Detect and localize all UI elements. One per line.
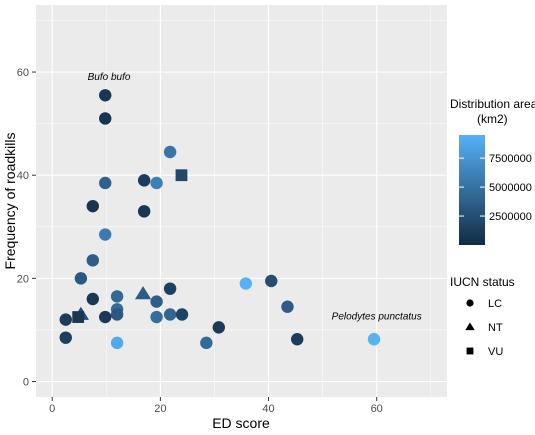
shape-legend: IUCN status LC NT VU	[450, 275, 515, 358]
data-point	[99, 310, 112, 324]
colorbar-tick-label: 5000000	[489, 182, 532, 194]
data-point	[86, 199, 99, 213]
y-tick-label: 60	[17, 67, 29, 79]
data-point	[265, 274, 278, 288]
y-axis-ticks: 0 20 40 60	[17, 67, 36, 389]
colorbar-ticks: 2500000 5000000 7500000	[459, 153, 532, 223]
data-point	[137, 174, 151, 187]
data-point	[74, 272, 88, 285]
data-point	[110, 308, 124, 321]
data-point	[175, 169, 188, 182]
legend-label-lc: LC	[488, 298, 502, 310]
data-point	[163, 145, 177, 159]
data-point	[99, 112, 112, 125]
data-point	[367, 333, 381, 346]
data-points	[59, 89, 381, 350]
color-legend-title-line2: (km2)	[477, 112, 508, 126]
data-point	[150, 295, 163, 308]
color-legend-title-line1: Distribution area	[450, 97, 535, 111]
x-tick-label: 0	[49, 403, 55, 415]
plot-panel	[36, 5, 447, 397]
data-point	[110, 336, 124, 350]
data-point	[137, 205, 151, 218]
data-point	[175, 308, 189, 321]
data-point	[86, 254, 99, 267]
data-point	[163, 282, 177, 295]
data-point	[99, 176, 112, 190]
legend-label-nt: NT	[488, 322, 503, 334]
y-axis-title: Frequency of roadkills	[2, 133, 18, 270]
y-tick-label: 40	[17, 170, 29, 182]
colorbar-tick-label: 2500000	[489, 211, 532, 223]
shape-legend-title: IUCN status	[450, 275, 515, 289]
data-point	[291, 333, 304, 346]
y-tick-label: 20	[17, 273, 29, 285]
data-point	[72, 311, 85, 323]
x-tick-label: 60	[371, 403, 383, 415]
data-point	[99, 89, 112, 102]
data-point	[99, 228, 112, 241]
data-point	[59, 313, 72, 326]
colorbar-tick-label: 7500000	[489, 153, 532, 165]
y-tick-label: 0	[23, 377, 29, 389]
grid-major	[36, 5, 447, 397]
annotation-label: Bufo bufo	[88, 72, 131, 83]
color-legend: Distribution area (km2) 2500000 5000000 75…	[450, 97, 535, 245]
colorbar	[459, 135, 485, 245]
legend-key-lc	[466, 299, 474, 307]
shape-legend-items: LC NT VU	[465, 298, 503, 358]
legend-key-vu	[466, 347, 474, 355]
data-point	[281, 300, 294, 313]
data-point	[134, 286, 152, 300]
legend-label-vu: VU	[488, 346, 503, 358]
legend-key-nt	[465, 322, 475, 331]
x-axis-title: ED score	[212, 415, 270, 431]
data-point	[239, 277, 253, 290]
annotation-label: Pelodytes punctatus	[332, 312, 422, 323]
data-point	[212, 321, 225, 334]
data-point	[150, 310, 163, 324]
annotations: Bufo bufo Pelodytes punctatus	[88, 72, 422, 323]
data-point	[200, 336, 213, 350]
x-tick-label: 40	[262, 403, 274, 415]
data-point	[163, 308, 177, 321]
data-point	[59, 331, 72, 344]
data-point	[150, 176, 163, 190]
data-point	[86, 292, 99, 306]
x-tick-label: 20	[154, 403, 166, 415]
x-axis-ticks: 0 20 40 60	[49, 397, 383, 415]
data-point	[110, 290, 124, 303]
